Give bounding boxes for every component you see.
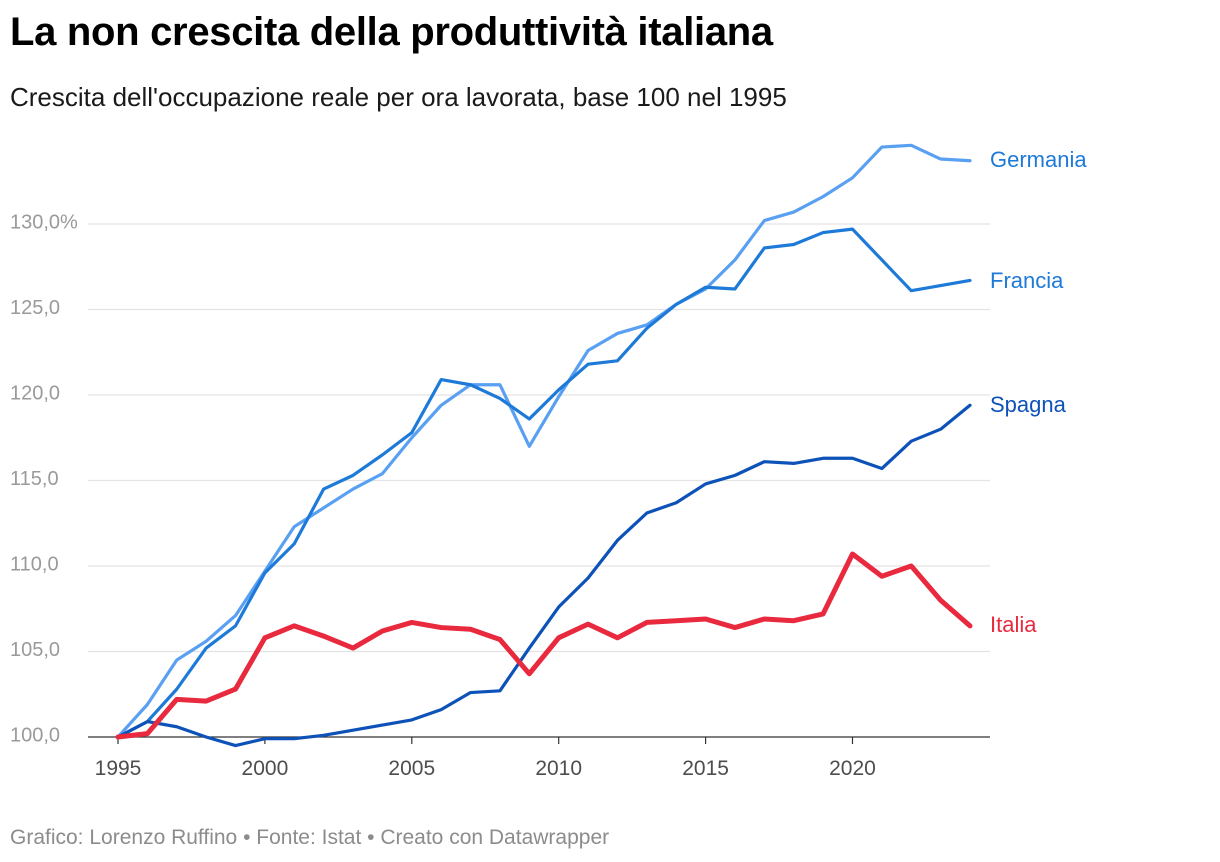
x-tick-label: 2005 (388, 757, 435, 780)
x-tick-label: 2020 (829, 757, 876, 780)
y-tick-label: 110,0 (10, 553, 59, 575)
chart-subtitle: Crescita dell'occupazione reale per ora … (10, 82, 787, 112)
x-tick-label: 1995 (95, 757, 142, 780)
series-line-francia (116, 227, 972, 739)
y-tick-label: 115,0 (10, 468, 59, 490)
series-label-italia: Italia (990, 612, 1037, 637)
y-tick-label: 105,0 (10, 639, 60, 661)
axes: 100,0 105,0 110,0 115,0 120,0 125,0 130,0% 1995… (10, 211, 876, 780)
series-label-germania: Germania (990, 147, 1087, 172)
y-tick-label: 120,0 (10, 382, 60, 404)
series-labels: Germania Francia Spagna Italia (990, 147, 1087, 637)
y-tick-label: 130,0% (10, 211, 78, 233)
series-label-francia: Francia (990, 268, 1064, 293)
series-lines (115, 143, 973, 748)
series-label-spagna: Spagna (990, 392, 1067, 417)
x-tick-label: 2010 (535, 757, 582, 780)
x-tick-label: 2015 (682, 757, 729, 780)
x-tick-label: 2000 (242, 757, 289, 780)
y-tick-label: 100,0 (10, 724, 60, 746)
chart-title: La non crescita della produttività itali… (10, 10, 773, 54)
series-line-italia (115, 551, 973, 740)
gridlines (88, 223, 990, 738)
series-line-germania (116, 143, 972, 739)
source-credit: Grafico: Lorenzo Ruffino • Fonte: Istat … (10, 826, 610, 849)
y-tick-label: 125,0 (10, 297, 60, 319)
series-line-spagna (116, 403, 972, 748)
